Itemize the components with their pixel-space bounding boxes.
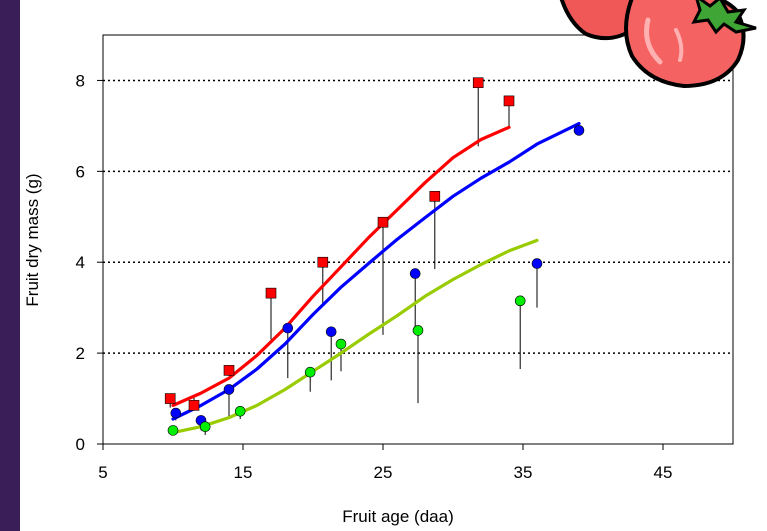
- data-point-square: [429, 191, 441, 202]
- model-curve: [171, 238, 539, 435]
- model-curve: [171, 125, 511, 407]
- model-curves: [171, 122, 581, 435]
- x-tick-label: 35: [514, 463, 533, 482]
- data-point-circle: [234, 405, 246, 417]
- y-tick-label: 2: [76, 344, 85, 363]
- data-point-square: [472, 77, 484, 89]
- data-point-circle: [335, 338, 347, 350]
- x-tick-label: 25: [374, 463, 393, 482]
- data-point-circle: [412, 325, 424, 336]
- data-point-square: [164, 393, 176, 404]
- axis-ticks: [97, 79, 664, 450]
- data-points: [164, 77, 585, 436]
- y-axis-title: Fruit dry mass (g): [23, 173, 42, 306]
- data-point-circle: [199, 421, 211, 433]
- data-point-square: [503, 95, 515, 107]
- y-tick-label: 4: [76, 253, 85, 272]
- data-point-circle: [514, 295, 526, 307]
- data-point-square: [377, 216, 389, 228]
- tomato-icon: [559, 0, 757, 89]
- x-tick-label: 15: [234, 463, 253, 482]
- data-point-square: [317, 256, 329, 268]
- chart-panel: 5 15 25 35 45 0 2 4 6 8 Fruit age (daa) Fruit dr…: [20, 0, 767, 531]
- data-point-circle: [325, 326, 337, 338]
- data-point-circle: [531, 258, 543, 269]
- data-point-circle: [170, 407, 182, 419]
- data-point-square: [223, 365, 235, 376]
- x-tick-label: 45: [654, 463, 673, 482]
- data-point-circle: [573, 125, 585, 136]
- x-axis-title: Fruit age (daa): [342, 507, 454, 526]
- plot-area-frame: [102, 34, 734, 445]
- data-point-circle: [167, 425, 179, 436]
- data-point-square: [265, 287, 277, 299]
- data-point-circle: [282, 322, 294, 334]
- x-tick-label: 5: [98, 463, 107, 482]
- y-tick-label: 6: [76, 162, 85, 181]
- y-tick-label: 8: [76, 71, 85, 90]
- data-point-circle: [409, 268, 421, 279]
- y-tick-label: 0: [76, 435, 85, 454]
- data-point-square: [188, 400, 200, 411]
- fruit-dry-mass-chart: 5 15 25 35 45 0 2 4 6 8 Fruit age (daa) Fruit dr…: [23, 0, 757, 526]
- data-point-circle: [304, 366, 316, 378]
- model-curve: [171, 122, 581, 421]
- y-tick-labels: 0 2 4 6 8: [76, 71, 85, 454]
- gridlines: [103, 79, 733, 354]
- data-point-circle: [223, 384, 235, 395]
- x-tick-labels: 5 15 25 35 45: [98, 463, 672, 482]
